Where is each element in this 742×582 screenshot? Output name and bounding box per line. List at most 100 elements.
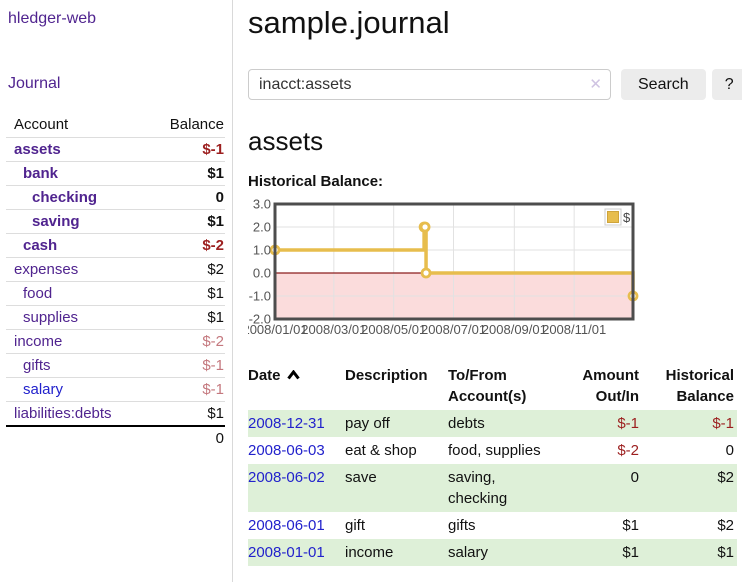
account-link[interactable]: bank — [23, 165, 58, 182]
transaction-accounts: gifts — [448, 512, 558, 539]
account-balance: $1 — [150, 402, 225, 427]
transaction-description: eat & shop — [345, 437, 448, 464]
transaction-balance: 0 — [642, 437, 737, 464]
transaction-balance: $-1 — [642, 410, 737, 437]
transaction-balance: $2 — [642, 512, 737, 539]
transaction-row: 2008-06-03 eat & shopfood, supplies$-20 — [248, 437, 737, 464]
transaction-date-link[interactable]: 2008-06-03 — [248, 442, 325, 459]
search-form: ✕ Search ? — [248, 69, 742, 100]
account-balance: $-2 — [150, 234, 225, 258]
account-link[interactable]: salary — [23, 381, 63, 398]
chart-canvas: 3.02.01.00.0-1.0-2.02008/01/012008/03/01… — [248, 198, 644, 340]
account-link[interactable]: assets — [14, 141, 61, 158]
transaction-row: 2008-06-02savesaving, checking0$2 — [248, 464, 737, 512]
account-row: supplies $1 — [6, 306, 225, 330]
clear-search-icon[interactable]: ✕ — [589, 75, 602, 93]
register-header-row: Date Description To/From Account(s) Amou… — [248, 363, 737, 410]
register-header-amount: Amount Out/In — [558, 363, 642, 410]
account-row: liabilities:debts $1 — [6, 402, 225, 427]
account-balance: $1 — [150, 306, 225, 330]
account-balance: $-2 — [150, 330, 225, 354]
transaction-row: 2008-06-01giftgifts$1$2 — [248, 512, 737, 539]
sidebar-item-journal[interactable]: Journal — [8, 75, 60, 93]
y-axis-tick-label: 2.0 — [253, 220, 271, 235]
sidebar: hledger-web Journal Account Balance asse… — [0, 0, 233, 582]
transaction-accounts: debts — [448, 410, 558, 437]
transaction-description: gift — [345, 512, 448, 539]
account-link[interactable]: food — [23, 285, 52, 302]
account-link[interactable]: gifts — [23, 357, 51, 374]
page-title: sample.journal — [248, 5, 742, 41]
transaction-accounts: salary — [448, 539, 558, 566]
transaction-balance: $2 — [642, 464, 737, 512]
legend-swatch — [608, 212, 619, 223]
transaction-date-link[interactable]: 2008-06-01 — [248, 517, 325, 534]
transaction-description: save — [345, 464, 448, 512]
account-balance: $-1 — [150, 378, 225, 402]
transaction-amount: $1 — [558, 539, 642, 566]
legend-label: $ — [623, 210, 631, 225]
chart-title: Historical Balance: — [248, 173, 742, 190]
account-row: bank $1 — [6, 162, 225, 186]
account-balance: $1 — [150, 282, 225, 306]
account-row: food $1 — [6, 282, 225, 306]
app-title-link[interactable]: hledger-web — [8, 10, 96, 28]
accounts-total-row: 0 — [6, 426, 225, 450]
x-axis-tick-label: 2008/05/01 — [361, 322, 426, 337]
account-link[interactable]: saving — [32, 213, 80, 230]
x-axis-tick-label: 2008/01/01 — [248, 322, 308, 337]
transaction-date-link[interactable]: 2008-06-02 — [248, 469, 325, 486]
register-header-accounts: To/From Account(s) — [448, 363, 558, 410]
account-link[interactable]: cash — [23, 237, 57, 254]
accounts-total-value: 0 — [150, 426, 225, 450]
account-balance: $1 — [150, 162, 225, 186]
account-link[interactable]: income — [14, 333, 62, 350]
transaction-row: 2008-01-01incomesalary$1$1 — [248, 539, 737, 566]
account-link[interactable]: checking — [32, 189, 97, 206]
transaction-description: pay off — [345, 410, 448, 437]
x-axis-tick-label: 2008/07/01 — [421, 322, 486, 337]
app-window: hledger-web Journal Account Balance asse… — [0, 0, 742, 582]
transaction-accounts: saving, checking — [448, 464, 558, 512]
search-input[interactable] — [248, 69, 611, 100]
y-axis-tick-label: -1.0 — [249, 289, 271, 304]
help-button[interactable]: ? — [712, 69, 742, 100]
account-row: saving$1 — [6, 210, 225, 234]
accounts-total-spacer — [6, 426, 150, 450]
transaction-accounts: food, supplies — [448, 437, 558, 464]
transaction-amount: $-1 — [558, 410, 642, 437]
search-box: ✕ — [248, 69, 611, 100]
transaction-date-link[interactable]: 2008-12-31 — [248, 415, 325, 432]
transaction-amount: $-2 — [558, 437, 642, 464]
register-header-date-label: Date — [248, 367, 281, 384]
x-axis-tick-label: 2008/03/01 — [301, 322, 366, 337]
data-point-marker — [422, 269, 430, 277]
y-axis-tick-label: 1.0 — [253, 243, 271, 258]
register-table: Date Description To/From Account(s) Amou… — [248, 363, 737, 566]
sort-ascending-icon — [287, 370, 300, 380]
account-row: expenses $2 — [6, 258, 225, 282]
accounts-table: Account Balance assets$-1bank$1checking0… — [6, 113, 225, 450]
search-button[interactable]: Search — [621, 69, 706, 100]
account-row: cash $-2 — [6, 234, 225, 258]
y-axis-tick-label: 0.0 — [253, 266, 271, 281]
main-content: sample.journal ✕ Search ? assets Histori… — [233, 0, 742, 582]
account-row: assets $-1 — [6, 138, 225, 162]
account-balance: 0 — [150, 186, 225, 210]
register-header-date[interactable]: Date — [248, 363, 345, 410]
account-link[interactable]: supplies — [23, 309, 78, 326]
transaction-row: 2008-12-31pay offdebts$-1$-1 — [248, 410, 737, 437]
account-heading: assets — [248, 126, 742, 157]
data-point-marker — [421, 223, 429, 231]
transaction-balance: $1 — [642, 539, 737, 566]
account-balance: $2 — [150, 258, 225, 282]
account-balance: $-1 — [150, 138, 225, 162]
account-balance: $-1 — [150, 354, 225, 378]
x-axis-tick-label: 2008/11/01 — [542, 322, 606, 337]
transaction-date-link[interactable]: 2008-01-01 — [248, 544, 325, 561]
account-link[interactable]: liabilities:debts — [14, 405, 112, 422]
transaction-description: income — [345, 539, 448, 566]
account-row: checking 0 — [6, 186, 225, 210]
historical-balance-chart: 3.02.01.00.0-1.0-2.02008/01/012008/03/01… — [248, 198, 742, 344]
account-link[interactable]: expenses — [14, 261, 78, 278]
